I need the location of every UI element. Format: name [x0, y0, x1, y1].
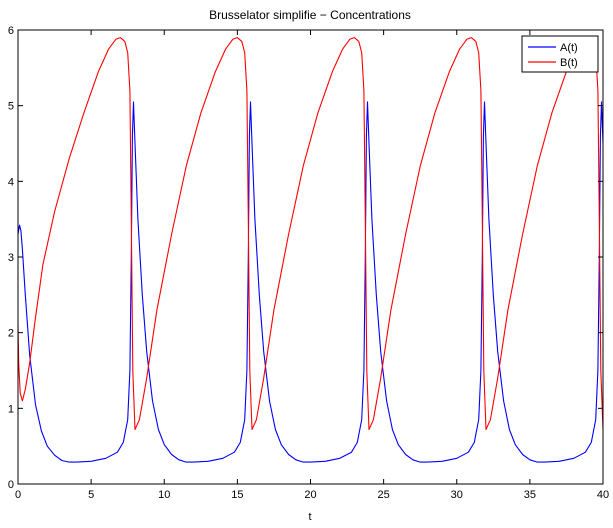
plot-frame: [17, 29, 604, 485]
series-line-a: [18, 101, 603, 463]
x-tick-label: 25: [378, 489, 390, 501]
x-tick-label: 35: [524, 489, 536, 501]
y-tick-label: 3: [8, 252, 14, 264]
legend-label-a: A(t): [560, 42, 578, 54]
y-tick-label: 1: [8, 403, 14, 415]
y-tick-label: 0: [8, 479, 14, 491]
x-tick-label: 10: [158, 489, 170, 501]
ticks-layer: 0 5 10 15 20 25 30 35 40 0 1 2 3 4 5 6: [8, 25, 609, 501]
chart-title: Brusselator simplifie − Concentrations: [209, 8, 411, 22]
legend-label-b: B(t): [560, 57, 578, 69]
legend: A(t) B(t): [521, 35, 599, 73]
series-layer: [18, 37, 603, 463]
series-line-b: [18, 37, 603, 431]
x-tick-label: 20: [304, 489, 316, 501]
x-tick-label: 40: [597, 489, 609, 501]
x-tick-label: 30: [451, 489, 463, 501]
x-tick-label: 15: [231, 489, 243, 501]
y-tick-label: 4: [8, 176, 14, 188]
y-tick-label: 2: [8, 328, 14, 340]
x-tick-label: 0: [15, 489, 21, 501]
y-tick-label: 6: [8, 25, 14, 37]
y-tick-label: 5: [8, 101, 14, 113]
legend-box: [521, 35, 599, 73]
x-axis-label: t: [308, 511, 311, 523]
x-tick-label: 5: [88, 489, 94, 501]
